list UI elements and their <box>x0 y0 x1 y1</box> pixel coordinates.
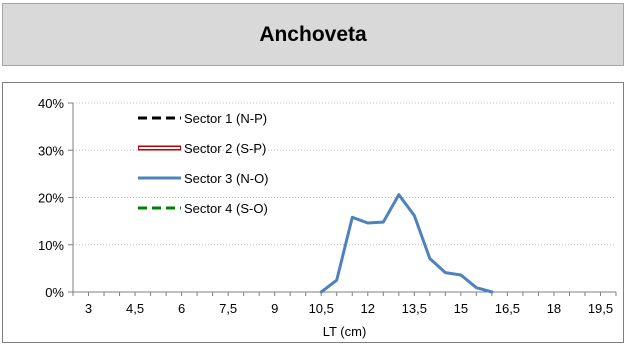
x-tick-label: 3 <box>85 301 92 316</box>
y-tick-label: 0% <box>45 285 64 300</box>
chart-title: Anchoveta <box>259 22 367 46</box>
legend-label-3: Sector 3 (N-O) <box>184 171 269 186</box>
x-tick-label: 16,5 <box>495 301 520 316</box>
x-tick-label: 13,5 <box>402 301 427 316</box>
x-tick-label: 10,5 <box>309 301 334 316</box>
x-tick-label: 19,5 <box>588 301 613 316</box>
y-tick-label: 20% <box>38 191 64 206</box>
x-tick-label: 12 <box>361 301 375 316</box>
x-tick-label: 4,5 <box>126 301 144 316</box>
x-tick-label: 18 <box>547 301 561 316</box>
series-line-3 <box>319 193 494 294</box>
x-tick-label: 9 <box>271 301 278 316</box>
chart-title-box: Anchoveta <box>2 3 624 66</box>
line-chart: 0% 10% 20% 30% 40% 3 4,5 6 7,5 9 10,5 12 13,5 15 16,5 1… <box>38 96 617 339</box>
x-tick-label: 6 <box>178 301 185 316</box>
legend-label-1: Sector 1 (N-P) <box>184 111 267 126</box>
y-tick-label: 30% <box>38 143 64 158</box>
legend-label-4: Sector 4 (S-O) <box>184 201 268 216</box>
y-tick-label: 10% <box>38 238 64 253</box>
chart-area: 0% 10% 20% 30% 40% 3 4,5 6 7,5 9 10,5 12 13,5 15 16,5 1… <box>2 82 624 343</box>
x-tick-label: 7,5 <box>219 301 237 316</box>
x-axis-title: LT (cm) <box>323 324 367 339</box>
x-tick-label: 15 <box>454 301 468 316</box>
legend-label-2: Sector 2 (S-P) <box>184 141 266 156</box>
y-tick-label: 40% <box>38 96 64 111</box>
